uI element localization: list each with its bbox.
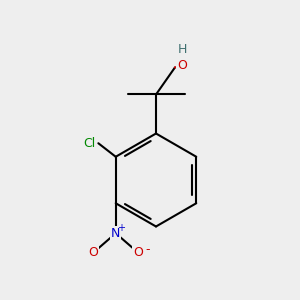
Text: -: -	[146, 243, 150, 256]
Text: O: O	[178, 59, 188, 73]
Text: O: O	[133, 246, 143, 259]
Text: O: O	[88, 246, 98, 259]
Text: N: N	[111, 227, 120, 240]
Text: Cl: Cl	[83, 137, 95, 150]
Text: +: +	[117, 223, 125, 232]
Text: H: H	[178, 43, 187, 56]
